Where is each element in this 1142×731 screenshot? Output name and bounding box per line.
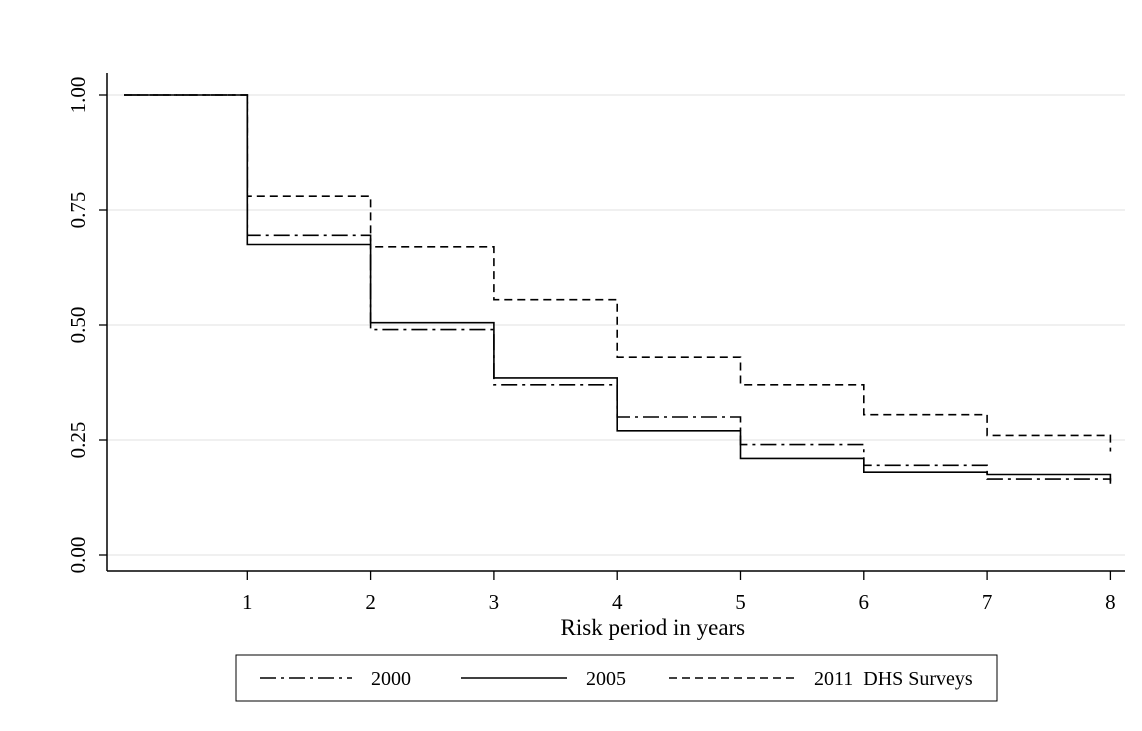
y-tick-label-3: 0.75: [66, 192, 90, 229]
x-tick-label-4: 5: [735, 590, 746, 614]
y-tick-label-0: 0.00: [66, 537, 90, 574]
x-tick-label-7: 8: [1105, 590, 1116, 614]
x-tick-label-6: 7: [982, 590, 993, 614]
legend-label-2011: 2011 DHS Surveys: [814, 668, 973, 690]
x-tick-label-1: 2: [365, 590, 376, 614]
series-lines: [124, 94, 1112, 484]
x-tick-label-0: 1: [242, 590, 253, 614]
x-tick-label-2: 3: [489, 590, 500, 614]
axes: [106, 73, 1125, 572]
y-tick-label-4: 1.00: [66, 77, 90, 114]
x-tick-label-5: 6: [859, 590, 870, 614]
legend-label-2000: 2000: [371, 668, 411, 690]
y-tick-label-1: 0.25: [66, 422, 90, 459]
series-line-2011: [124, 94, 1112, 452]
series-line-2005: [124, 94, 1112, 482]
y-axis-ticks: 0.00 0.25 0.50 0.75 1.00: [66, 77, 107, 574]
legend-label-2005: 2005: [586, 668, 626, 690]
gridlines: [107, 94, 1125, 556]
x-axis-ticks: 1 2 3 4 5 6 7 8: [242, 571, 1116, 614]
legend: 2000 2005 2011 DHS Surveys: [235, 654, 998, 702]
x-tick-label-3: 4: [612, 590, 623, 614]
y-tick-label-2: 0.50: [66, 307, 90, 344]
legend-box: [235, 654, 998, 702]
x-axis-title: Risk period in years: [561, 615, 746, 640]
